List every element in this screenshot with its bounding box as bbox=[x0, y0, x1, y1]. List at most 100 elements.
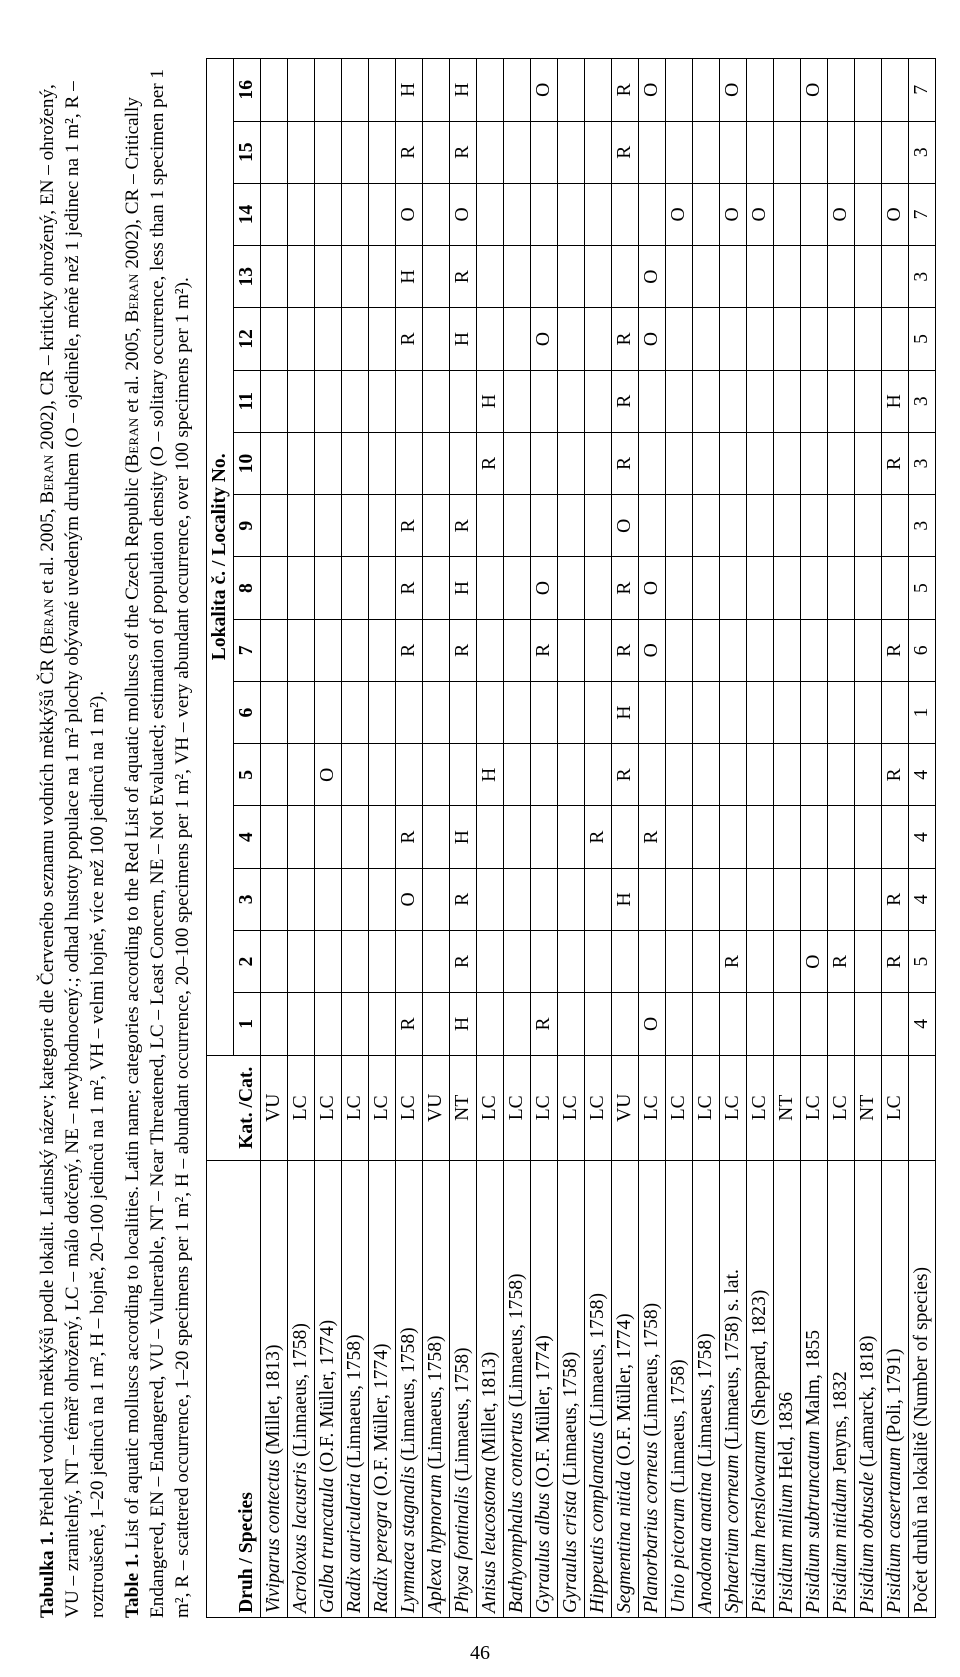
cell-value bbox=[881, 806, 908, 868]
cell-value bbox=[881, 121, 908, 183]
cell-value bbox=[773, 681, 800, 743]
cell-value bbox=[854, 619, 881, 681]
cell-value bbox=[719, 619, 746, 681]
table-row: Anodonta anatina (Linnaeus, 1758)LC bbox=[692, 59, 719, 1618]
cell-value bbox=[773, 619, 800, 681]
cell-value bbox=[719, 993, 746, 1055]
cell-value bbox=[800, 993, 827, 1055]
cell-value bbox=[854, 495, 881, 557]
cell-value bbox=[746, 121, 773, 183]
cell-value bbox=[773, 59, 800, 122]
cell-value bbox=[557, 370, 584, 432]
cell-value bbox=[503, 993, 530, 1055]
cell-value bbox=[287, 993, 314, 1055]
cell-value bbox=[827, 557, 854, 619]
cell-value: O bbox=[746, 183, 773, 245]
table-row: Planorbarius corneus (Linnaeus, 1758)LCO… bbox=[638, 59, 665, 1618]
cell-value bbox=[692, 432, 719, 494]
cell-species: Galba truncatula (O.F. Müller, 1774) bbox=[314, 1160, 341, 1617]
table-row: Pisidium henslowanum (Sheppard, 1823)LCO bbox=[746, 59, 773, 1618]
cell-value bbox=[719, 246, 746, 308]
cell-total: 5 bbox=[908, 931, 935, 993]
cell-value bbox=[476, 246, 503, 308]
cell-value bbox=[530, 183, 557, 245]
cell-value bbox=[692, 619, 719, 681]
cell-value: H bbox=[395, 246, 422, 308]
cell-value bbox=[746, 246, 773, 308]
cell-value bbox=[665, 495, 692, 557]
cell-value bbox=[422, 993, 449, 1055]
cell-value: O bbox=[719, 183, 746, 245]
cell-value bbox=[503, 432, 530, 494]
th-locality-num: 1 bbox=[233, 993, 260, 1055]
cell-value bbox=[422, 557, 449, 619]
cell-value bbox=[557, 744, 584, 806]
cell-value bbox=[530, 681, 557, 743]
cell-value bbox=[854, 993, 881, 1055]
cell-value bbox=[665, 744, 692, 806]
cell-value bbox=[665, 59, 692, 122]
th-locality-num: 16 bbox=[233, 59, 260, 122]
cell-value bbox=[692, 931, 719, 993]
cell-species: Pisidium obtusale (Lamarck, 1818) bbox=[854, 1160, 881, 1617]
cell-value: H bbox=[476, 370, 503, 432]
caption-czech: Tabulka 1. Přehled vodních měkkýšů podle… bbox=[36, 58, 111, 1618]
th-locality-num: 4 bbox=[233, 806, 260, 868]
cell-category: LC bbox=[368, 1055, 395, 1160]
cell-value bbox=[260, 993, 287, 1055]
cell-value bbox=[503, 744, 530, 806]
cell-value bbox=[638, 183, 665, 245]
cell-value bbox=[827, 432, 854, 494]
cell-value bbox=[368, 744, 395, 806]
cell-value: O bbox=[530, 308, 557, 370]
cell-value: R bbox=[881, 432, 908, 494]
cell-value bbox=[746, 308, 773, 370]
cell-value bbox=[881, 246, 908, 308]
cell-value bbox=[665, 557, 692, 619]
cell-value bbox=[584, 868, 611, 930]
cell-value bbox=[800, 806, 827, 868]
cell-value: O bbox=[800, 931, 827, 993]
cell-category: LC bbox=[314, 1055, 341, 1160]
cell-value bbox=[314, 246, 341, 308]
cell-species: Hippeutis complanatus (Linnaeus, 1758) bbox=[584, 1160, 611, 1617]
cell-value: O bbox=[449, 183, 476, 245]
cell-value: H bbox=[449, 993, 476, 1055]
cell-value bbox=[881, 993, 908, 1055]
cell-value bbox=[422, 619, 449, 681]
cell-value: R bbox=[395, 557, 422, 619]
cell-value bbox=[314, 868, 341, 930]
cell-total: 5 bbox=[908, 557, 935, 619]
th-locality-num: 2 bbox=[233, 931, 260, 993]
cell-value bbox=[341, 121, 368, 183]
cell-total: 7 bbox=[908, 59, 935, 122]
cell-value bbox=[314, 308, 341, 370]
cell-value bbox=[557, 868, 584, 930]
cell-value bbox=[638, 744, 665, 806]
cell-value bbox=[287, 308, 314, 370]
cell-value bbox=[854, 744, 881, 806]
cell-value bbox=[665, 681, 692, 743]
cell-value bbox=[692, 557, 719, 619]
cell-value bbox=[746, 681, 773, 743]
cell-value bbox=[827, 308, 854, 370]
cell-value: H bbox=[449, 59, 476, 122]
cell-species: Physa fontinalis (Linnaeus, 1758) bbox=[449, 1160, 476, 1617]
cell-value bbox=[260, 59, 287, 122]
table-row: Pisidium subtruncatum Malm, 1855LCOO bbox=[800, 59, 827, 1618]
cell-value bbox=[800, 432, 827, 494]
cell-value bbox=[530, 495, 557, 557]
cell-value bbox=[260, 931, 287, 993]
cell-value bbox=[476, 495, 503, 557]
cell-category: LC bbox=[341, 1055, 368, 1160]
cell-value bbox=[692, 681, 719, 743]
cell-value bbox=[260, 370, 287, 432]
cell-species: Pisidium nitidum Jenyns, 1832 bbox=[827, 1160, 854, 1617]
cell-value: R bbox=[611, 744, 638, 806]
cell-value bbox=[422, 121, 449, 183]
cell-value bbox=[854, 681, 881, 743]
cell-value bbox=[368, 432, 395, 494]
cell-species: Radix peregra (O.F. Müller, 1774) bbox=[368, 1160, 395, 1617]
cell-value bbox=[800, 246, 827, 308]
cell-value bbox=[854, 432, 881, 494]
